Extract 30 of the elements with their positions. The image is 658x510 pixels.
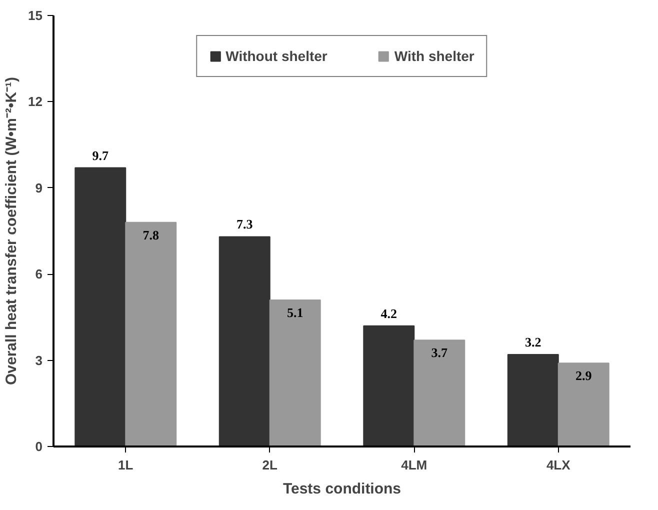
y-tick-label: 3: [35, 352, 43, 368]
x-tick-label: 1L: [118, 458, 134, 472]
x-tick-label: 2L: [262, 458, 278, 472]
y-tick-label: 0: [35, 439, 43, 454]
bar: [414, 340, 466, 446]
y-tick-label: 6: [35, 266, 43, 282]
data-label: 3.7: [431, 345, 448, 360]
x-tick-label: 4LM: [401, 458, 428, 472]
x-axis-title: Tests conditions: [282, 480, 402, 498]
data-label: 3.2: [525, 334, 542, 350]
data-label: 5.1: [286, 304, 304, 320]
x-tick-label: 4LX: [546, 458, 571, 472]
y-axis-title: Overall heat transfer coefficient (W•m⁻²•K⁻¹): [3, 76, 20, 386]
bar: [74, 167, 126, 446]
bar: [363, 325, 415, 446]
data-label: 7.3: [236, 216, 254, 232]
data-label: 9.7: [92, 148, 110, 163]
bar: [218, 236, 270, 446]
y-tick-label: 15: [28, 8, 43, 23]
bar: [125, 222, 177, 446]
bar: [269, 299, 321, 446]
data-label: 7.8: [142, 227, 160, 242]
data-label: 4.2: [380, 306, 398, 321]
y-tick-label: 12: [28, 94, 43, 110]
bar: [558, 362, 610, 446]
bar: [507, 354, 559, 446]
legend-label: Without shelter: [226, 48, 328, 64]
legend-label: With shelter: [394, 48, 474, 64]
data-label: 2.9: [575, 368, 592, 384]
y-tick-label: 9: [35, 180, 43, 196]
